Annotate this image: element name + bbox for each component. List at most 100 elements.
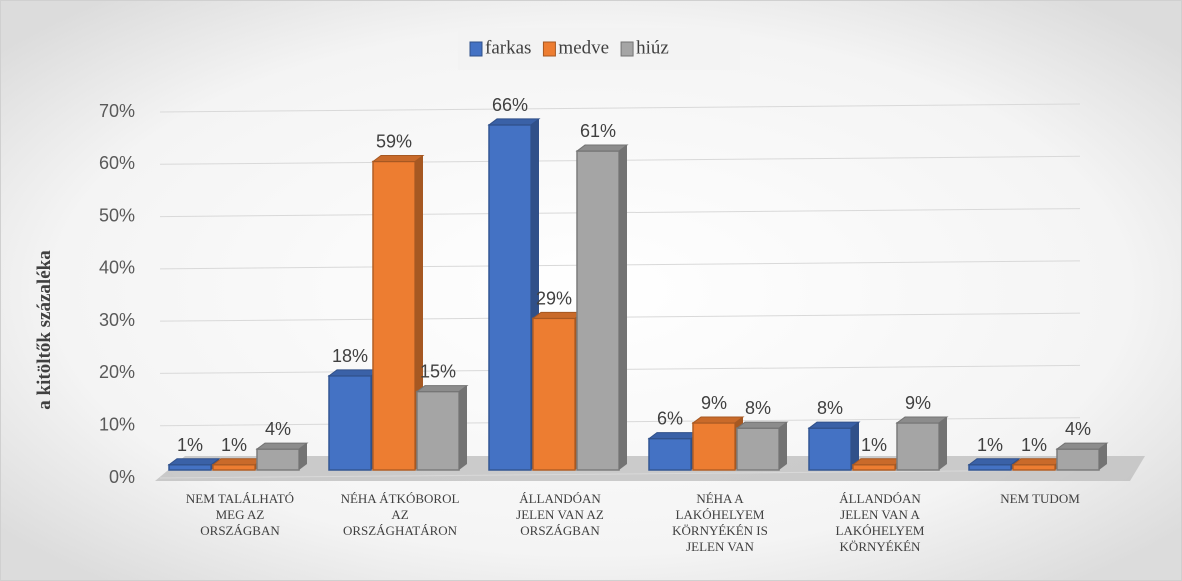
value-label: 15%	[420, 362, 456, 382]
bar-top	[851, 458, 905, 466]
legend-swatch	[542, 41, 556, 57]
value-label: 8%	[817, 398, 843, 418]
bar	[211, 458, 265, 471]
bar-top	[735, 421, 789, 429]
bar-front	[372, 160, 416, 471]
legend-box	[458, 28, 740, 70]
bar-side	[779, 422, 787, 470]
bar	[327, 369, 381, 471]
bar	[1055, 442, 1109, 471]
bar-top	[1055, 442, 1109, 450]
y-tick-label: 20%	[99, 362, 135, 382]
bar-front	[168, 464, 212, 471]
bar	[487, 118, 541, 471]
value-label: 1%	[177, 435, 203, 455]
bar-front	[968, 464, 1012, 471]
value-label: 9%	[701, 393, 727, 413]
bar	[415, 385, 469, 471]
y-tick-label: 50%	[99, 205, 135, 225]
value-label: 1%	[977, 435, 1003, 455]
bar	[895, 416, 949, 471]
bar-front	[532, 317, 576, 471]
bar-front	[488, 124, 532, 471]
y-tick-label: 70%	[99, 101, 135, 121]
bar-top	[895, 416, 949, 424]
value-label: 1%	[221, 435, 247, 455]
bar-front	[256, 448, 300, 471]
bar-side	[299, 443, 307, 470]
value-label: 9%	[905, 393, 931, 413]
y-tick-label: 60%	[99, 153, 135, 173]
bar-top	[807, 421, 861, 429]
bar-top	[327, 369, 381, 377]
bar	[967, 458, 1021, 471]
y-tick-label: 40%	[99, 258, 135, 278]
bar-front	[692, 422, 736, 471]
bar-top	[255, 442, 309, 450]
value-label: 6%	[657, 409, 683, 429]
bar-top	[575, 144, 629, 152]
legend-label: medve	[558, 37, 609, 58]
bar-front	[212, 464, 256, 471]
bar-side	[619, 145, 627, 471]
bar-top	[211, 458, 265, 466]
bar-top	[967, 458, 1021, 466]
bar	[575, 144, 629, 471]
bar-side	[459, 385, 467, 470]
bar	[807, 421, 861, 471]
legend-label: farkas	[485, 37, 531, 58]
bar-front	[328, 375, 372, 471]
y-tick-label: 30%	[99, 310, 135, 330]
bar	[851, 458, 905, 471]
value-label: 8%	[745, 398, 771, 418]
value-label: 18%	[332, 346, 368, 366]
bar	[647, 432, 701, 471]
bar-front	[852, 464, 896, 471]
bar	[167, 458, 221, 471]
value-label: 66%	[492, 95, 528, 115]
bar-side	[1099, 443, 1107, 470]
bar-side	[939, 416, 947, 470]
y-axis-title: a kitöltők százaléka	[34, 250, 55, 410]
y-tick-label: 0%	[109, 467, 135, 487]
bar	[255, 442, 309, 471]
legend-label: hiúz	[636, 37, 669, 58]
bar-front	[736, 427, 780, 471]
bar-top	[371, 155, 425, 163]
bar-side	[851, 422, 859, 470]
x-tick-label: NÉHA ÁTKÓBOROL AZ ORSZÁGHATÁRON	[341, 491, 460, 538]
grid-line	[159, 103, 1081, 113]
bar-top	[691, 416, 745, 424]
bar-top	[1011, 458, 1065, 466]
bar-front	[808, 427, 852, 471]
bar	[371, 155, 425, 471]
y-tick-label: 10%	[99, 414, 135, 434]
bar-top	[531, 311, 585, 319]
bar-front	[896, 422, 940, 471]
value-label: 4%	[265, 419, 291, 439]
x-tick-label: ÁLLANDÓAN JELEN VAN AZ ORSZÁGBAN	[516, 491, 604, 538]
bar	[1011, 458, 1065, 471]
bar-front	[416, 390, 460, 471]
value-label: 61%	[580, 121, 616, 141]
x-tick-label: NEM TUDOM	[1000, 491, 1080, 506]
value-label: 1%	[1021, 435, 1047, 455]
legend-swatch	[620, 41, 634, 57]
bar-top	[647, 432, 701, 440]
bar-front	[648, 437, 692, 471]
bar-top	[415, 385, 469, 393]
value-label: 1%	[861, 435, 887, 455]
value-label: 59%	[376, 132, 412, 152]
bar-top	[167, 458, 221, 466]
x-tick-label: NÉHA A LAKÓHELYEM KÖRNYÉKÉN IS JELEN VAN	[672, 491, 768, 554]
x-tick-label: NEM TALÁLHATÓ MEG AZ ORSZÁGBAN	[186, 491, 294, 538]
x-tick-label: ÁLLANDÓAN JELEN VAN A LAKÓHELYEM KÖRNYÉKÉN	[836, 491, 925, 554]
bar	[531, 311, 585, 471]
value-label: 4%	[1065, 419, 1091, 439]
value-label: 29%	[536, 288, 572, 308]
bar-front	[1056, 448, 1100, 471]
bar-front	[576, 150, 620, 471]
legend-swatch	[469, 41, 483, 57]
bar	[691, 416, 745, 471]
